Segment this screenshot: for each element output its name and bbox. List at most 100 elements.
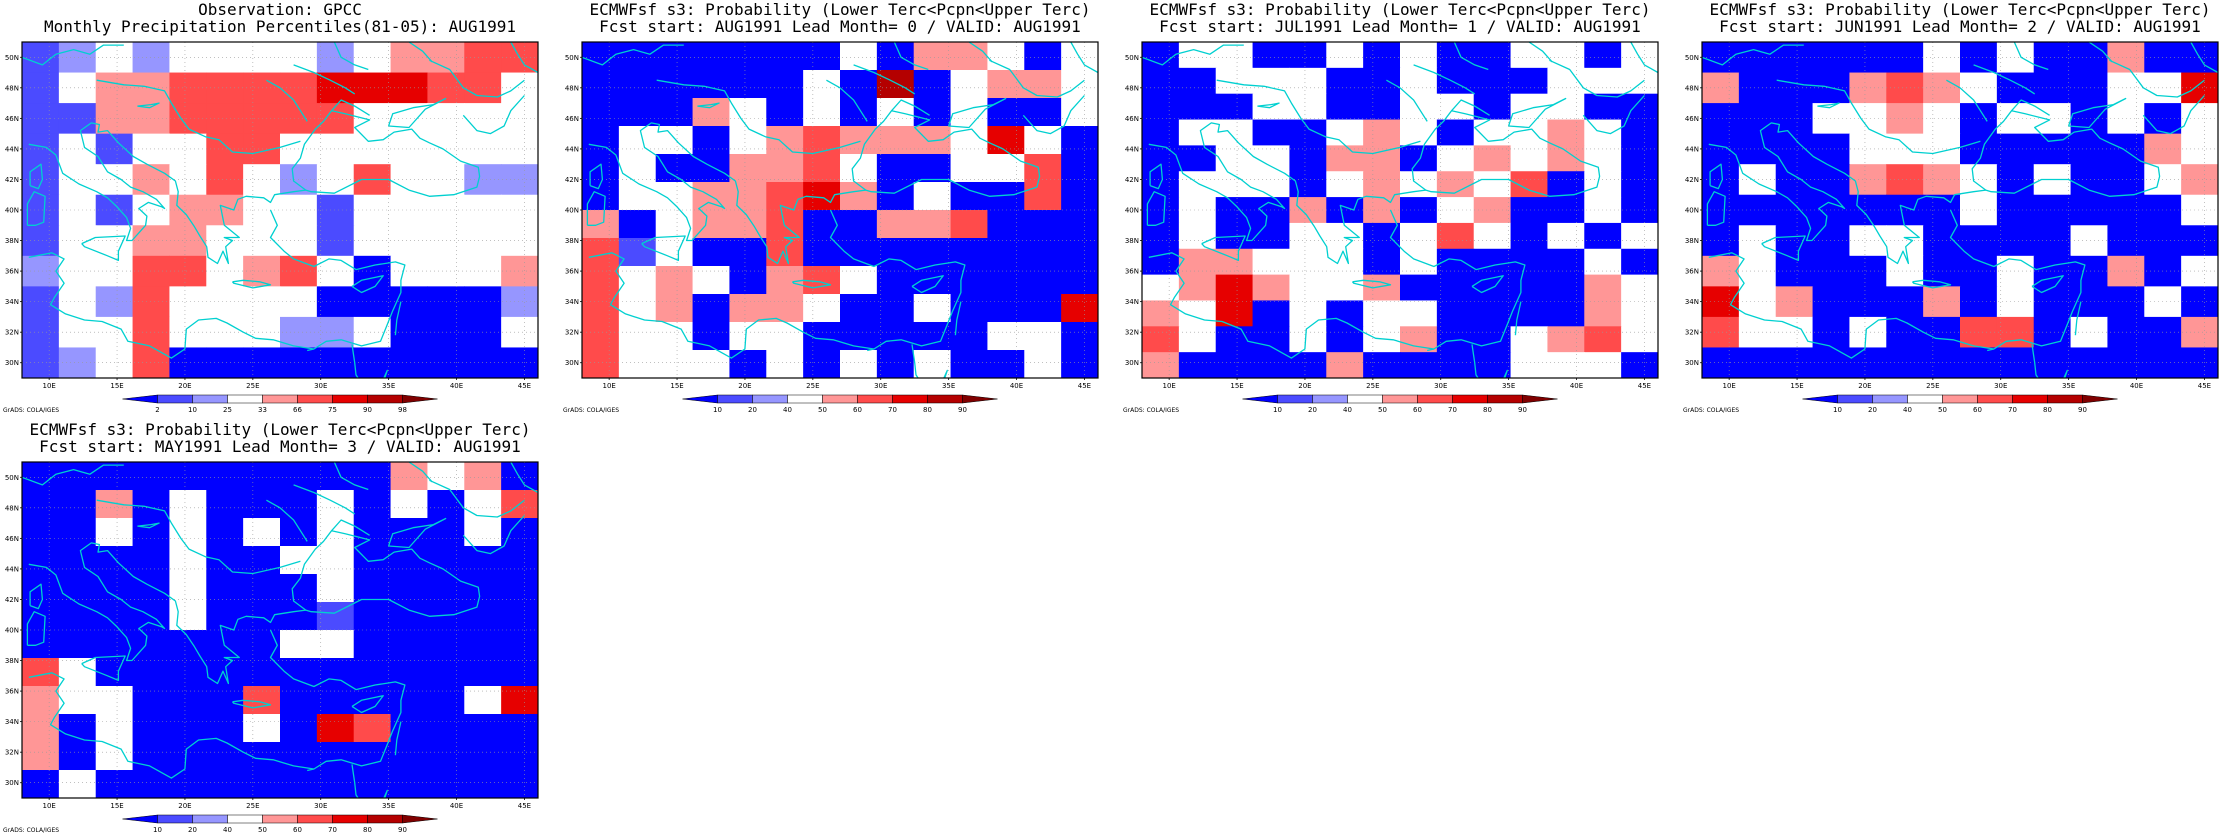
- grid-cell: [501, 714, 538, 743]
- color-bar-label: 10: [713, 406, 722, 414]
- color-bar-segment: [1417, 394, 1453, 404]
- grid-cell: [1215, 274, 1254, 302]
- grid-cell: [427, 658, 465, 687]
- grid-cell: [353, 347, 392, 378]
- coastline: [81, 655, 126, 682]
- grid-cell: [766, 210, 804, 239]
- grid-cell: [1996, 103, 2035, 135]
- grid-cell: [22, 490, 60, 519]
- color-bar-label: 70: [1448, 406, 1457, 414]
- lat-tick-label: 48N: [1125, 84, 1139, 92]
- grid-cell: [1621, 248, 1658, 276]
- coastline: [1709, 163, 1724, 190]
- grid-cell: [1061, 266, 1098, 295]
- grid-cell: [729, 98, 767, 127]
- grads-credit: GrADS: COLA/IGES: [1123, 407, 1179, 414]
- coastline: [331, 519, 370, 536]
- grid-cell: [58, 574, 97, 603]
- grid-cell: [1024, 70, 1062, 99]
- grid-cell: [2144, 194, 2182, 226]
- lon-tick-label: 40E: [1570, 382, 1583, 390]
- grid-cell: [2070, 42, 2109, 74]
- lat-tick-label: 36N: [5, 688, 19, 696]
- grid-cell: [353, 714, 392, 743]
- lat-tick-label: 36N: [565, 268, 579, 276]
- map-panel-lead0: ECMWFsf s3: Probability (Lower Terc<Pcpn…: [560, 0, 1120, 420]
- grid-cell: [95, 574, 134, 603]
- lon-tick-label: 30E: [314, 382, 327, 390]
- color-bar-segment: [962, 394, 998, 404]
- grid-cell: [1510, 222, 1549, 250]
- grid-cell: [1024, 210, 1062, 239]
- color-bar-label: 80: [1483, 406, 1492, 414]
- lat-tick-label: 38N: [1125, 237, 1139, 245]
- lon-tick-label: 40E: [450, 802, 463, 810]
- coastline: [911, 344, 948, 378]
- grid-cell: [316, 42, 355, 74]
- coastline: [394, 721, 402, 756]
- grid-cell: [1996, 133, 2035, 165]
- color-bar-segment: [402, 394, 438, 404]
- grid-cell: [1621, 222, 1658, 250]
- panel-subtitle: Fcst start: MAY1991 Lead Month= 3 / VALI…: [39, 437, 521, 456]
- grid-cell: [1923, 347, 1961, 378]
- grid-cell: [1252, 171, 1291, 198]
- grid-cell: [316, 225, 355, 257]
- grid-cell: [206, 518, 244, 547]
- color-bar-label: 10: [153, 826, 162, 834]
- grid-cell: [1996, 255, 2035, 287]
- grid-cell: [1363, 171, 1401, 198]
- grid-cell: [464, 462, 502, 491]
- grid-cell: [582, 210, 620, 239]
- lat-tick-label: 48N: [5, 504, 19, 512]
- color-bar-label: 60: [853, 406, 862, 414]
- coastline: [1201, 235, 1246, 262]
- color-bar-label: 80: [923, 406, 932, 414]
- coastline: [266, 499, 308, 542]
- lon-tick-label: 10E: [42, 802, 55, 810]
- grid-cell: [22, 103, 60, 135]
- coastline: [2142, 95, 2205, 135]
- lon-tick-label: 30E: [874, 382, 887, 390]
- grid-cell: [803, 210, 841, 239]
- color-bar-label: 20: [1308, 406, 1317, 414]
- grid-cell: [1621, 145, 1658, 172]
- grid-cell: [950, 70, 989, 99]
- grid-cell: [1960, 286, 1998, 318]
- grid-cell: [501, 742, 538, 771]
- coastline: [269, 209, 406, 352]
- grid-cell: [1024, 42, 1062, 71]
- grid-cell: [876, 322, 915, 351]
- grid-cell: [464, 742, 502, 771]
- grid-cell: [243, 770, 281, 798]
- grid-cell: [353, 103, 392, 135]
- grid-cell: [1178, 352, 1217, 378]
- grid-cell: [1024, 182, 1062, 211]
- grid-cell: [1702, 103, 1740, 135]
- coastline: [1352, 279, 1392, 289]
- grid-cell: [206, 714, 244, 743]
- grid-cell: [1363, 352, 1401, 378]
- grid-cell: [1738, 72, 1777, 104]
- color-bar-segment: [367, 394, 403, 404]
- lon-tick-label: 15E: [1790, 382, 1803, 390]
- panel-title: ECMWFsf s3: Probability (Lower Terc<Pcpn…: [1709, 0, 2211, 19]
- lat-tick-label: 46N: [5, 535, 19, 543]
- color-bar-segment: [1522, 394, 1558, 404]
- grid-cell: [427, 742, 465, 771]
- grid-cell: [1326, 119, 1364, 146]
- coastline: [26, 611, 46, 646]
- grid-cell: [353, 518, 392, 547]
- color-bar-segment: [927, 394, 963, 404]
- grid-cell: [95, 490, 134, 519]
- coastline: [1148, 252, 1434, 359]
- coastline: [429, 59, 525, 98]
- grid-cell: [501, 602, 538, 631]
- lat-tick-label: 34N: [1125, 298, 1139, 306]
- grid-cell: [206, 658, 244, 687]
- grid-cell: [501, 286, 538, 318]
- lon-tick-label: 15E: [110, 802, 123, 810]
- grid-cell: [1061, 322, 1098, 351]
- grid-cell: [206, 602, 244, 631]
- grid-cell: [316, 72, 355, 104]
